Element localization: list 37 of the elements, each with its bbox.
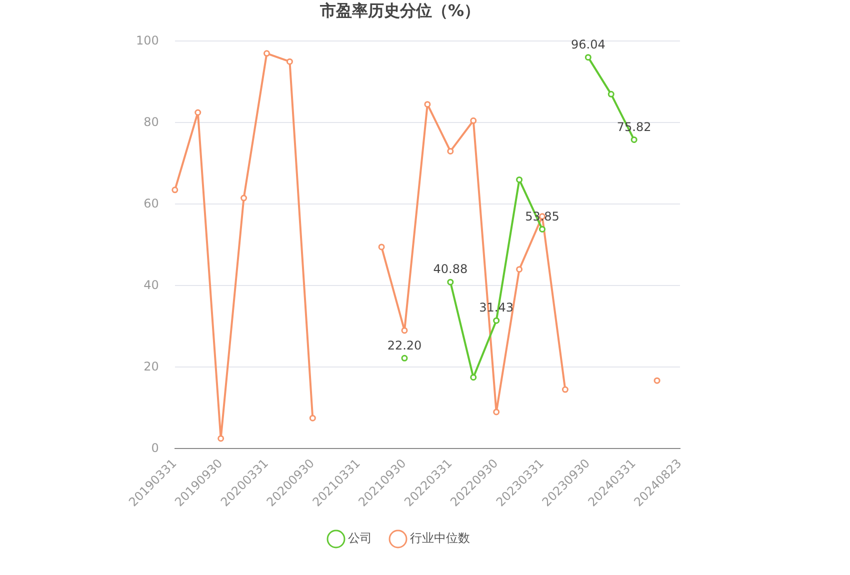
point (309, 414, 316, 422)
point (172, 186, 178, 194)
point (447, 278, 454, 286)
data-label: 40.88 (433, 262, 468, 276)
point (630, 136, 638, 143)
point (516, 266, 523, 273)
y-tick-label: 40 (144, 278, 159, 292)
point (470, 117, 477, 124)
point (240, 194, 248, 202)
data-label: 22.20 (387, 338, 422, 352)
y-tick-label: 80 (144, 114, 159, 129)
y-tick-label: 0 (151, 440, 159, 455)
point (493, 317, 500, 324)
point (218, 435, 224, 442)
y-tick-label: 100 (136, 33, 159, 48)
point (654, 377, 660, 384)
point (516, 176, 523, 183)
point (378, 244, 385, 250)
legend-label: 公司 (348, 531, 372, 546)
y-tick-label: 20 (144, 359, 159, 374)
point (424, 101, 431, 108)
point (493, 408, 500, 416)
point (538, 226, 546, 232)
data-label: 96.04 (570, 37, 606, 52)
point (447, 148, 454, 154)
point (562, 386, 568, 393)
legend-label: 行业中位数 (410, 531, 470, 546)
point (401, 354, 408, 362)
point (263, 50, 270, 57)
point (194, 109, 202, 116)
point (470, 374, 477, 381)
y-tick-label: 60 (144, 196, 159, 210)
point (608, 90, 614, 98)
point (401, 327, 408, 334)
point (584, 54, 592, 61)
point (286, 58, 293, 65)
chart-title: 市盈率历史分位（%） (318, 0, 480, 20)
